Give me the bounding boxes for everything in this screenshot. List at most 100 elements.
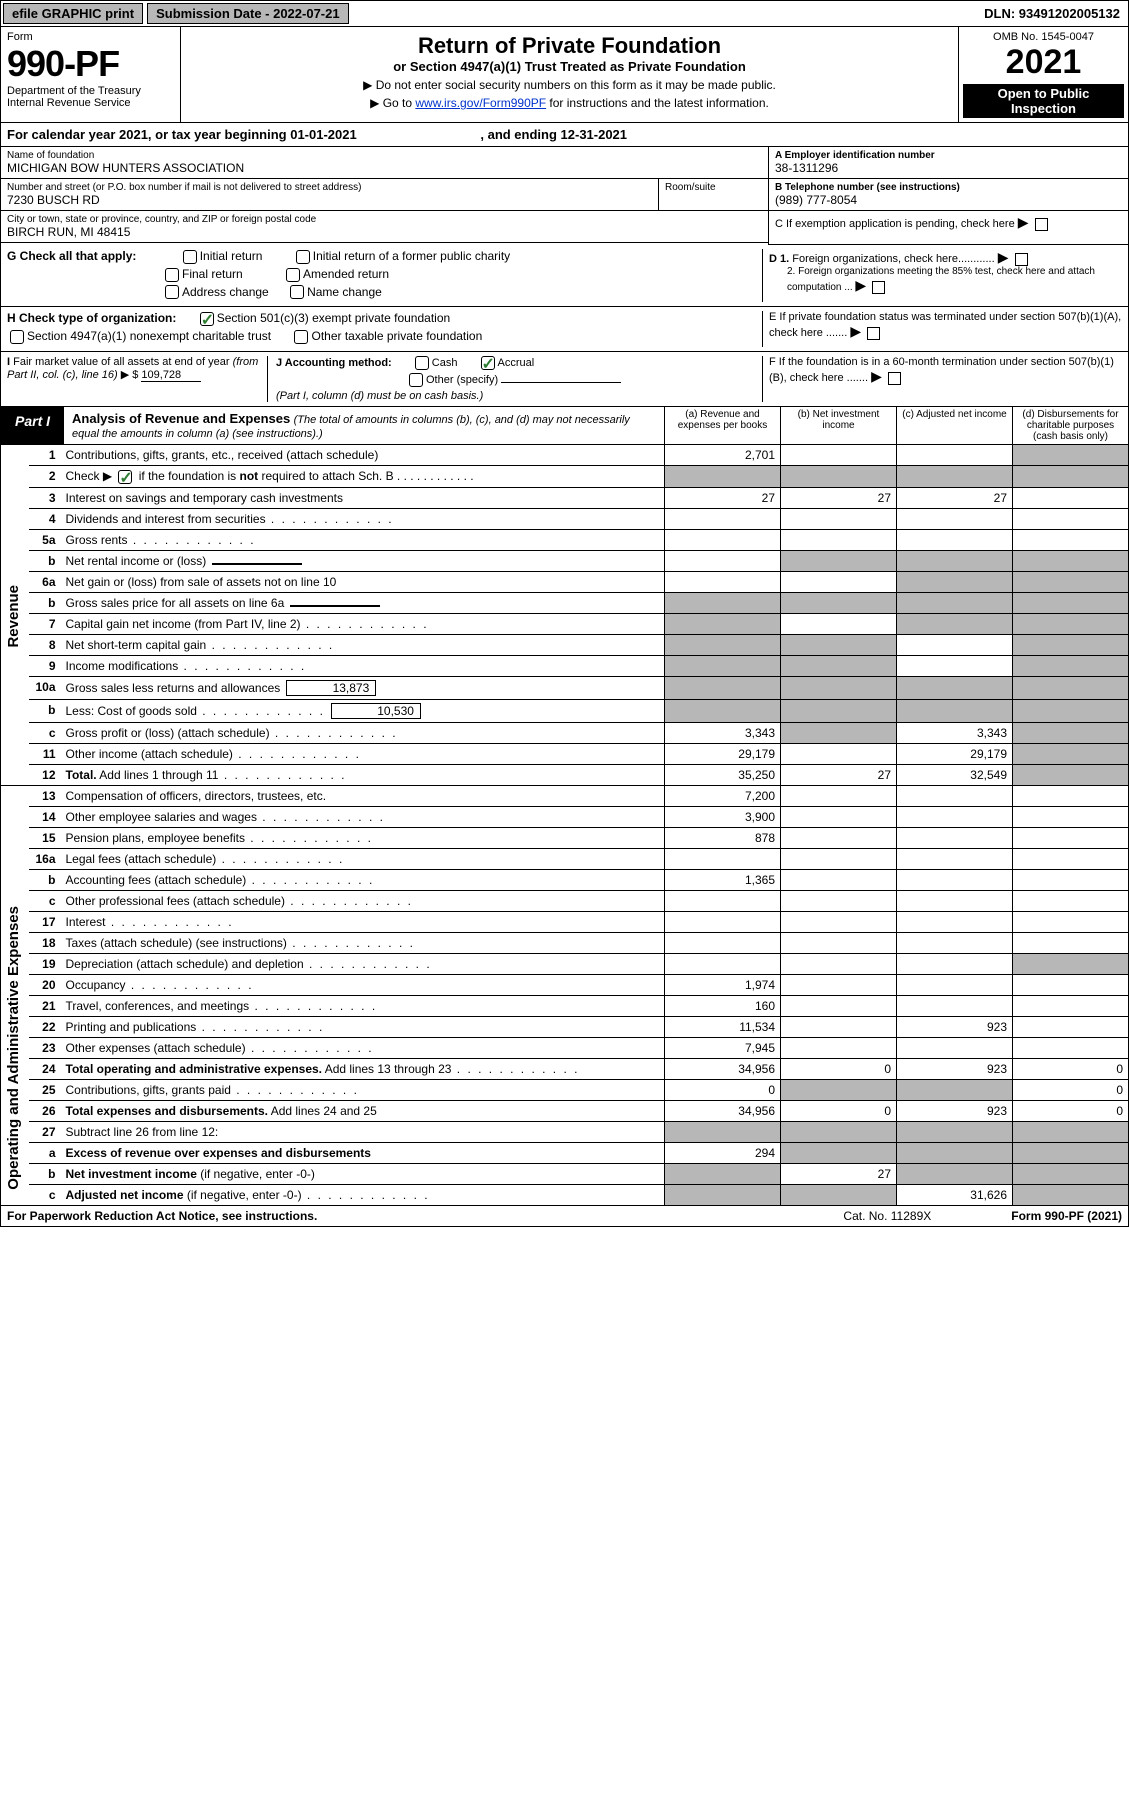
g-addr-change[interactable] bbox=[165, 285, 179, 299]
amount-cell bbox=[1013, 445, 1129, 466]
amount-cell bbox=[781, 1079, 897, 1100]
amount-cell: 27 bbox=[781, 1163, 897, 1184]
amount-cell bbox=[1013, 592, 1129, 613]
part1-grid: Revenue1Contributions, gifts, grants, et… bbox=[0, 445, 1129, 1206]
e-checkbox[interactable] bbox=[867, 327, 880, 340]
line-desc: Total expenses and disbursements. Add li… bbox=[61, 1100, 665, 1121]
g-name-change[interactable] bbox=[290, 285, 304, 299]
line-desc: Net short-term capital gain bbox=[61, 634, 665, 655]
line-desc: Pension plans, employee benefits bbox=[61, 827, 665, 848]
table-row: 19Depreciation (attach schedule) and dep… bbox=[1, 953, 1129, 974]
line-desc: Adjusted net income (if negative, enter … bbox=[61, 1184, 665, 1205]
table-row: 10aGross sales less returns and allowanc… bbox=[1, 676, 1129, 699]
line-desc: Gross profit or (loss) (attach schedule) bbox=[61, 722, 665, 743]
h-4947-checkbox[interactable] bbox=[10, 330, 24, 344]
j-accrual-checkbox[interactable] bbox=[481, 356, 495, 370]
table-row: 22Printing and publications11,534923 bbox=[1, 1016, 1129, 1037]
table-row: 27Subtract line 26 from line 12: bbox=[1, 1121, 1129, 1142]
table-row: bAccounting fees (attach schedule)1,365 bbox=[1, 869, 1129, 890]
f-checkbox[interactable] bbox=[888, 372, 901, 385]
header-left: Form 990-PF Department of the Treasury I… bbox=[1, 27, 181, 122]
amount-cell: 3,343 bbox=[665, 722, 781, 743]
line-number: 19 bbox=[29, 953, 61, 974]
check-section-ij: I I Fair market value of all assets at e… bbox=[0, 352, 1129, 407]
table-row: aExcess of revenue over expenses and dis… bbox=[1, 1142, 1129, 1163]
note-ssn: ▶ Do not enter social security numbers o… bbox=[187, 78, 952, 92]
line-desc: Interest bbox=[61, 911, 665, 932]
line-number: b bbox=[29, 592, 61, 613]
amount-cell: 0 bbox=[1013, 1100, 1129, 1121]
table-row: bGross sales price for all assets on lin… bbox=[1, 592, 1129, 613]
amount-cell: 27 bbox=[781, 487, 897, 508]
table-row: 14Other employee salaries and wages3,900 bbox=[1, 806, 1129, 827]
foundation-name: MICHIGAN BOW HUNTERS ASSOCIATION bbox=[7, 161, 762, 175]
table-row: bLess: Cost of goods sold10,530 bbox=[1, 699, 1129, 722]
header-right: OMB No. 1545-0047 2021 Open to Public In… bbox=[958, 27, 1128, 122]
h-opt-3: Other taxable private foundation bbox=[311, 329, 482, 343]
tax-year: 2021 bbox=[963, 43, 1124, 82]
table-row: 26Total expenses and disbursements. Add … bbox=[1, 1100, 1129, 1121]
j-other-checkbox[interactable] bbox=[409, 373, 423, 387]
h-other-checkbox[interactable] bbox=[294, 330, 308, 344]
amount-cell bbox=[781, 1037, 897, 1058]
amount-cell bbox=[897, 676, 1013, 699]
city: BIRCH RUN, MI 48415 bbox=[7, 225, 762, 239]
part1-title: Analysis of Revenue and Expenses bbox=[72, 411, 290, 426]
line-number: 13 bbox=[29, 785, 61, 806]
cal-year-begin: For calendar year 2021, or tax year begi… bbox=[7, 127, 357, 142]
d1-checkbox[interactable] bbox=[1015, 253, 1028, 266]
line-number: 10a bbox=[29, 676, 61, 699]
note2-post: for instructions and the latest informat… bbox=[546, 96, 769, 110]
entity-info: Name of foundation MICHIGAN BOW HUNTERS … bbox=[0, 147, 1129, 245]
line-number: c bbox=[29, 722, 61, 743]
amount-cell bbox=[781, 974, 897, 995]
amount-cell bbox=[781, 655, 897, 676]
line-number: 4 bbox=[29, 508, 61, 529]
g-initial-former[interactable] bbox=[296, 250, 310, 264]
amount-cell bbox=[1013, 932, 1129, 953]
d2-checkbox[interactable] bbox=[872, 281, 885, 294]
amount-cell bbox=[897, 953, 1013, 974]
line-number: 26 bbox=[29, 1100, 61, 1121]
form-ref: Form 990-PF (2021) bbox=[1011, 1209, 1122, 1223]
amount-cell bbox=[665, 613, 781, 634]
line-desc: Gross sales less returns and allowances1… bbox=[61, 676, 665, 699]
amount-cell bbox=[781, 592, 897, 613]
efile-button[interactable]: efile GRAPHIC print bbox=[3, 3, 143, 24]
amount-cell bbox=[897, 466, 1013, 488]
j-cash-checkbox[interactable] bbox=[415, 356, 429, 370]
h-501c3-checkbox[interactable] bbox=[200, 312, 214, 326]
table-row: 24Total operating and administrative exp… bbox=[1, 1058, 1129, 1079]
table-row: 16aLegal fees (attach schedule) bbox=[1, 848, 1129, 869]
amount-cell bbox=[781, 676, 897, 699]
amount-cell bbox=[897, 869, 1013, 890]
g-final-return[interactable] bbox=[165, 268, 179, 282]
fmv-value: 109,728 bbox=[141, 369, 201, 382]
g-initial-return[interactable] bbox=[183, 250, 197, 264]
inline-amount: 13,873 bbox=[286, 680, 376, 696]
line-number: b bbox=[29, 699, 61, 722]
amount-cell bbox=[665, 592, 781, 613]
d1: D 1. D 1. Foreign organizations, check h… bbox=[769, 249, 1122, 266]
omb: OMB No. 1545-0047 bbox=[963, 31, 1124, 43]
amount-cell: 923 bbox=[897, 1100, 1013, 1121]
line-number: 15 bbox=[29, 827, 61, 848]
cat-no: Cat. No. 11289X bbox=[843, 1209, 931, 1223]
note2-pre: ▶ Go to bbox=[370, 96, 415, 110]
form990pf-link[interactable]: www.irs.gov/Form990PF bbox=[415, 96, 546, 110]
schb-checkbox[interactable] bbox=[118, 470, 132, 484]
amount-cell bbox=[897, 529, 1013, 550]
c-checkbox[interactable] bbox=[1035, 218, 1048, 231]
revenue-side-label: Revenue bbox=[5, 585, 22, 648]
g-opt-1: Final return bbox=[182, 267, 243, 281]
amount-cell bbox=[1013, 1016, 1129, 1037]
line-desc: Printing and publications bbox=[61, 1016, 665, 1037]
table-row: cOther professional fees (attach schedul… bbox=[1, 890, 1129, 911]
amount-cell: 294 bbox=[665, 1142, 781, 1163]
amount-cell bbox=[781, 466, 897, 488]
line-number: 1 bbox=[29, 445, 61, 466]
h-opt-2: Section 4947(a)(1) nonexempt charitable … bbox=[27, 329, 271, 343]
line-number: 22 bbox=[29, 1016, 61, 1037]
line-desc: Total. Add lines 1 through 11 bbox=[61, 764, 665, 785]
g-amended[interactable] bbox=[286, 268, 300, 282]
